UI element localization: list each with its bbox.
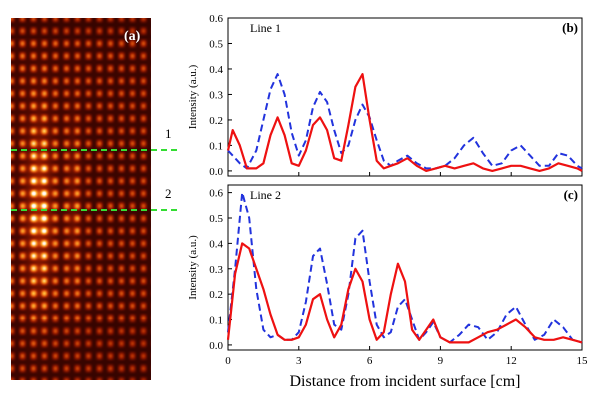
panel-a-label: (a) xyxy=(124,29,141,44)
y-tick-label-1-3: 0.3 xyxy=(209,264,223,276)
y-tick-label-1-6: 0.6 xyxy=(209,188,223,200)
y-tick-label-1-1: 0.1 xyxy=(209,315,223,327)
x-tick-label-1-4: 12 xyxy=(506,355,517,367)
line-marker-label-2: 2 xyxy=(165,186,172,201)
y-tick-label-1-2: 0.2 xyxy=(209,289,223,301)
series-line-0-1 xyxy=(226,72,583,172)
y-tick-label-0-3: 0.3 xyxy=(209,89,223,101)
series-line-0-0 xyxy=(227,73,583,170)
plot-frame-0 xyxy=(227,17,583,177)
series-line-1-0 xyxy=(227,191,583,344)
line-marker-label-1: 1 xyxy=(165,126,172,141)
intensity-map-image xyxy=(11,18,151,380)
x-tick-label-1-1: 3 xyxy=(296,355,302,367)
y-tick-label-1-5: 0.5 xyxy=(209,213,223,225)
y-tick-label-1-0: 0.0 xyxy=(209,340,223,352)
panel-title-1: Line 2 xyxy=(250,188,281,202)
intensity-map-panel xyxy=(11,18,151,380)
y-axis-label-0: Intensity (a.u.) xyxy=(187,64,199,129)
series-line-1-1 xyxy=(226,242,583,344)
plot-frame-1 xyxy=(227,184,583,351)
x-tick-label-1-2: 6 xyxy=(367,355,373,367)
panel-label-1: (c) xyxy=(564,187,578,202)
y-tick-label-0-2: 0.2 xyxy=(209,115,223,127)
x-tick-label-1-3: 9 xyxy=(438,355,444,367)
panel-title-0: Line 1 xyxy=(250,21,281,35)
x-tick-label-1-5: 15 xyxy=(577,355,589,367)
x-tick-label-1-0: 0 xyxy=(225,355,231,367)
panel-label-0: (b) xyxy=(562,20,578,35)
y-tick-label-0-4: 0.4 xyxy=(209,64,223,76)
y-tick-label-0-0: 0.0 xyxy=(209,166,223,178)
y-tick-label-0-6: 0.6 xyxy=(209,13,223,25)
y-tick-label-1-4: 0.4 xyxy=(209,238,223,250)
y-axis-label-1: Intensity (a.u.) xyxy=(187,235,199,300)
x-axis-label: Distance from incident surface [cm] xyxy=(289,373,520,390)
y-tick-label-0-1: 0.1 xyxy=(209,140,223,152)
y-tick-label-0-5: 0.5 xyxy=(209,38,223,50)
